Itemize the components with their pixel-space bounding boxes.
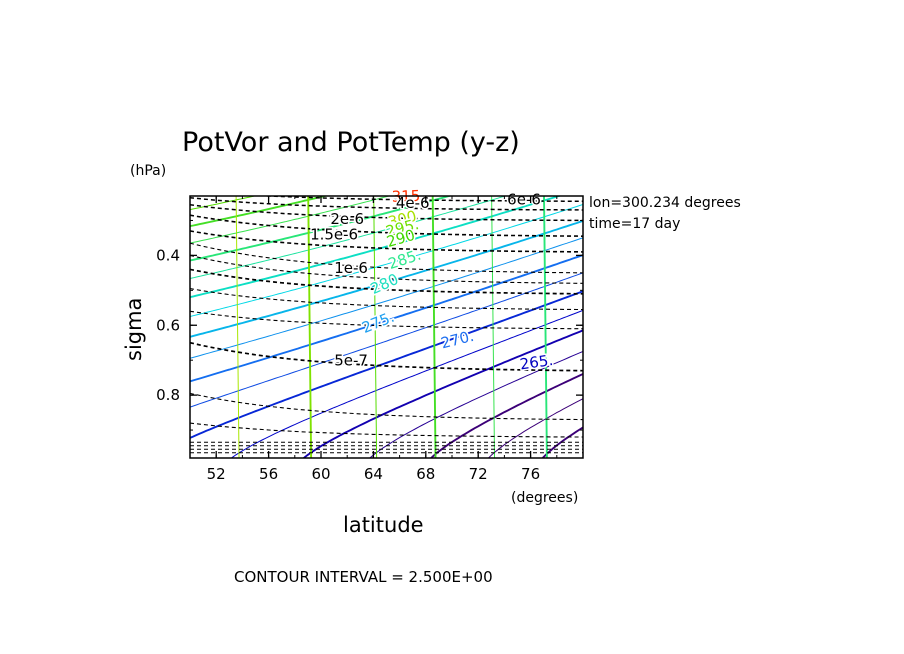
x-tick-label: 76 <box>521 465 540 483</box>
info-time: time=17 day <box>589 216 680 232</box>
x-tick-label: 52 <box>207 465 226 483</box>
x-axis-label: latitude <box>343 513 424 537</box>
potvor-label: 6e-6 <box>507 191 541 209</box>
y-axis-label: sigma <box>122 298 146 361</box>
potvor-contour <box>190 422 583 438</box>
y-tick-label: 0.4 <box>156 246 180 264</box>
potvor-contour <box>254 196 583 202</box>
potvor-contour <box>190 230 583 253</box>
x-axis: 52 56 60 64 68 72 76 <box>189 196 584 483</box>
pottemp-contour <box>487 398 583 458</box>
potvor-contour <box>190 242 583 274</box>
pottemp-label: 270. <box>439 327 476 353</box>
pottemp-contour <box>190 196 508 280</box>
info-lon: lon=300.234 degrees <box>589 195 741 211</box>
pottemp-contour <box>230 309 583 458</box>
potvor-contour <box>190 196 583 211</box>
potvor-contour <box>190 268 583 295</box>
pottemp-label: 275. <box>359 308 397 337</box>
pottemp-contour <box>302 329 583 458</box>
pottemp-contour <box>429 372 583 458</box>
potvor-contour <box>190 288 583 311</box>
pottemp-label: 280 <box>368 270 401 298</box>
potvor-label: 4e-6 <box>396 194 430 212</box>
potvor-contours <box>190 196 583 454</box>
y-unit-label: (hPa) <box>130 163 166 179</box>
y-tick-label: 0.6 <box>156 316 180 334</box>
potvor-label: 5e-7 <box>334 351 368 369</box>
potvor-contour <box>190 392 583 421</box>
potvor-label: 1e-6 <box>334 259 368 277</box>
chart-title: PotVor and PotTemp (y-z) <box>182 127 520 158</box>
x-tick-label: 72 <box>469 465 488 483</box>
potvor-contour <box>190 341 583 372</box>
x-unit-label: (degrees) <box>511 490 578 506</box>
x-tick-label: 64 <box>364 465 383 483</box>
pottemp-contour <box>190 196 548 458</box>
pottemp-contour <box>190 203 583 318</box>
x-tick-label: 56 <box>259 465 278 483</box>
potvor-contour <box>190 254 583 284</box>
pottemp-contours <box>190 196 583 458</box>
pottemp-contour <box>190 254 583 383</box>
pottemp-contour <box>190 290 583 439</box>
pottemp-contour <box>190 219 583 338</box>
pottemp-contour <box>190 237 583 359</box>
potvor-label: 1.5e-6 <box>310 226 358 244</box>
x-tick-label: 68 <box>416 465 435 483</box>
contour-interval-footer: CONTOUR INTERVAL = 2.500E+00 <box>234 568 493 586</box>
y-tick-label: 0.8 <box>156 386 180 404</box>
pottemp-contour <box>190 196 437 458</box>
potvor-contour <box>190 203 583 222</box>
potvor-contour <box>190 214 583 237</box>
pottemp-contour <box>190 196 378 458</box>
potvor-label: 2e-6 <box>330 210 364 228</box>
y-axis: 0.4 0.6 0.8 <box>156 219 583 431</box>
x-tick-label: 60 <box>311 465 330 483</box>
plot-frame <box>189 195 584 459</box>
potvor-contour <box>190 310 583 330</box>
pottemp-contour <box>190 196 562 299</box>
